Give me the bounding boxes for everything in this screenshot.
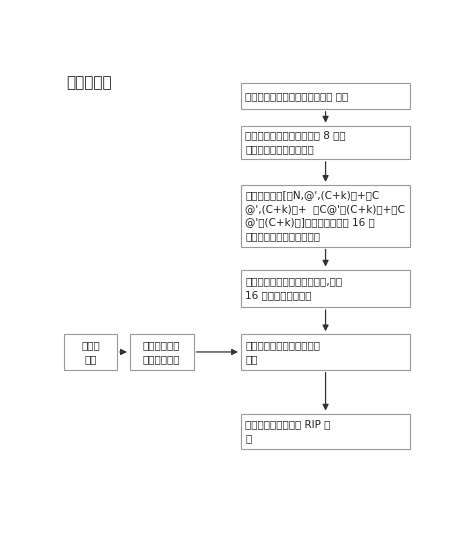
FancyBboxPatch shape xyxy=(130,334,194,370)
Text: 原始防伪信息（图像、文字、商 标）: 原始防伪信息（图像、文字、商 标） xyxy=(245,91,348,101)
FancyBboxPatch shape xyxy=(64,334,117,370)
Text: 图像栅格化处
理、混合加网: 图像栅格化处 理、混合加网 xyxy=(143,340,180,364)
FancyBboxPatch shape xyxy=(241,334,410,370)
Text: 输出嵌入防伪信息的 RIP 文
件: 输出嵌入防伪信息的 RIP 文 件 xyxy=(245,420,330,443)
Text: 二进制加密防伪信息信道编码,生成
16 位二进制调制信号: 二进制加密防伪信息信道编码,生成 16 位二进制调制信号 xyxy=(245,276,342,300)
Text: 循环查表法调制调幅网点的
形状: 循环查表法调制调幅网点的 形状 xyxy=(245,340,320,364)
FancyBboxPatch shape xyxy=(241,126,410,159)
FancyBboxPatch shape xyxy=(241,414,410,449)
FancyBboxPatch shape xyxy=(241,83,410,109)
Text: 连续调
图像: 连续调 图像 xyxy=(81,340,100,364)
Text: 加密流程图: 加密流程图 xyxy=(66,75,112,91)
FancyBboxPatch shape xyxy=(241,269,410,307)
FancyBboxPatch shape xyxy=(241,185,410,247)
Text: 通过位扩展和[（N,@',(C+k)）+（C
@',(C+k)）+  （C@'，(C+k)）+（C
@'，(C+k)）]加密运算，生成 16 位
一组二进制加密: 通过位扩展和[（N,@',(C+k)）+（C @',(C+k)）+ （C@'，(… xyxy=(245,190,405,241)
Text: 防伪信息数字化处理，生成 8 位一
组的二进制防伪信息表。: 防伪信息数字化处理，生成 8 位一 组的二进制防伪信息表。 xyxy=(245,131,346,154)
